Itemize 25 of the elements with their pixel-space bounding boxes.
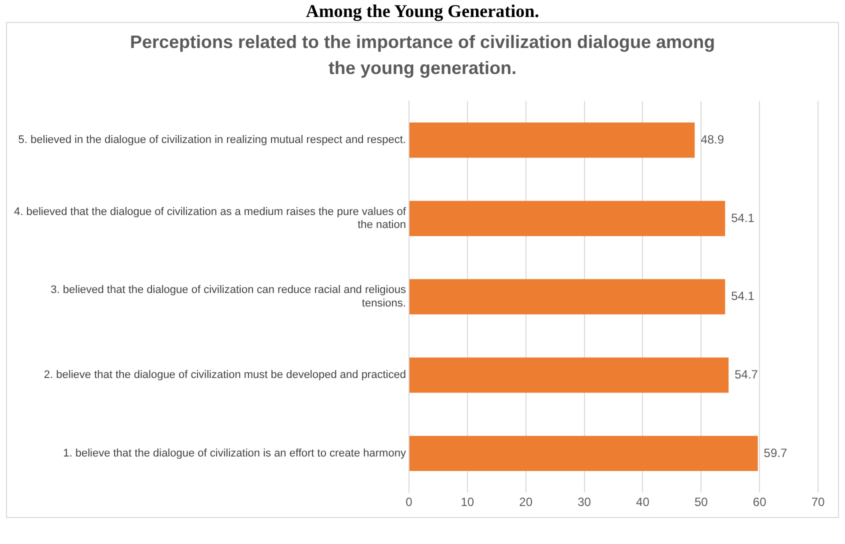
y-tick-label: 4. believed that the dialogue of civilization as a medium raises the pure values of the nation [14,206,407,232]
y-tick-label: 1. believe that the dialogue of civilization is an effort to create harmony [63,447,406,460]
x-tick-label: 20 [519,495,533,510]
bar [409,279,726,314]
bar [409,122,695,158]
text: Among the Young Generation. [304,0,540,22]
data-label: 54.7 [734,367,758,382]
x-tick-label: 30 [578,495,592,510]
data-label: 48.9 [700,132,724,146]
bar [409,200,726,236]
y-tick-label: 2. believe that the dialogue of civilization must be developed and practiced [44,369,406,382]
y-tick-label: 5. believed in the dialogue of civilization in realizing mutual respect and respect. [18,134,406,146]
bar [409,358,729,393]
x-tick-label: 10 [460,495,474,510]
y-tick-label: 3. believed that the dialogue of civilization can reduce racial and religious tensions. [50,284,406,310]
x-tick-label: 60 [752,495,767,510]
data-label: 54.1 [731,210,755,225]
x-tick-label: 70 [811,495,825,510]
x-tick-label: 0 [406,495,413,510]
chart-title: Perceptions related to the importance of civilization dialogue among the young generation. [128,31,716,80]
bar [409,436,758,472]
x-tick-label: 40 [636,495,650,510]
data-label: 59.7 [764,446,788,460]
x-tick-label: 50 [694,495,708,510]
data-label: 54.1 [731,289,755,304]
